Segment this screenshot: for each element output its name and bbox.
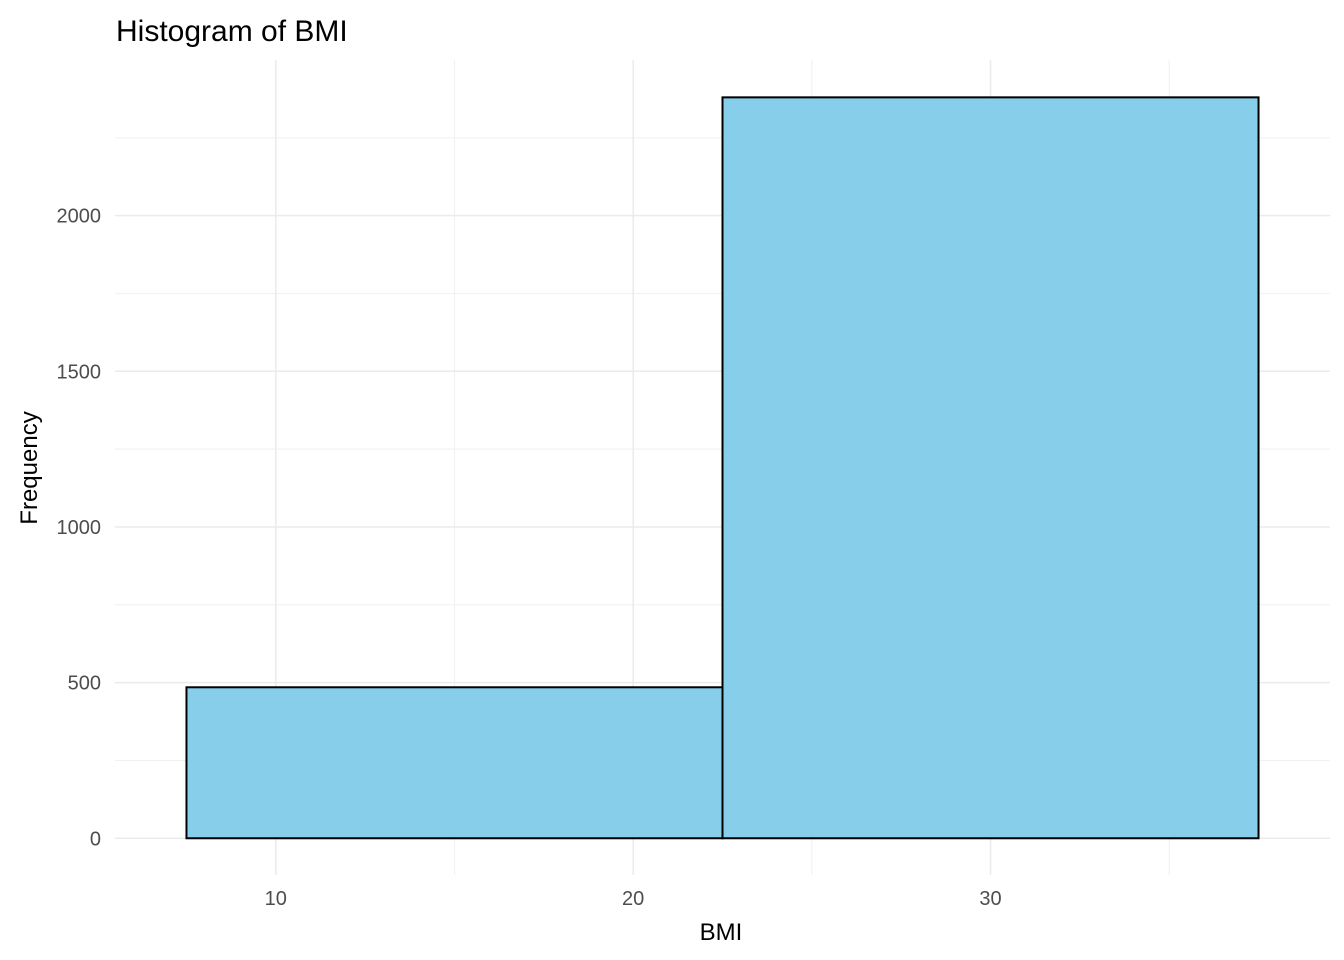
- y-tick-label: 1000: [57, 517, 102, 539]
- x-axis-tick-labels: 10 20 30: [265, 888, 1002, 910]
- x-axis-title: BMI: [700, 919, 743, 946]
- chart-title: Histogram of BMI: [116, 15, 348, 48]
- y-axis-tick-labels: 0 500 1000 1500 2000: [57, 206, 102, 851]
- histogram-bar: [185, 686, 724, 840]
- y-tick-label: 1500: [57, 361, 102, 383]
- x-tick-label: 10: [265, 888, 287, 910]
- histogram-bar: [721, 96, 1260, 840]
- y-tick-label: 0: [90, 828, 101, 850]
- histogram-bars: [185, 96, 1260, 840]
- x-tick-label: 30: [979, 888, 1001, 910]
- x-tick-label: 20: [622, 888, 644, 910]
- y-tick-label: 500: [68, 673, 101, 695]
- y-axis-title: Frequency: [16, 411, 43, 524]
- y-tick-label: 2000: [57, 206, 102, 228]
